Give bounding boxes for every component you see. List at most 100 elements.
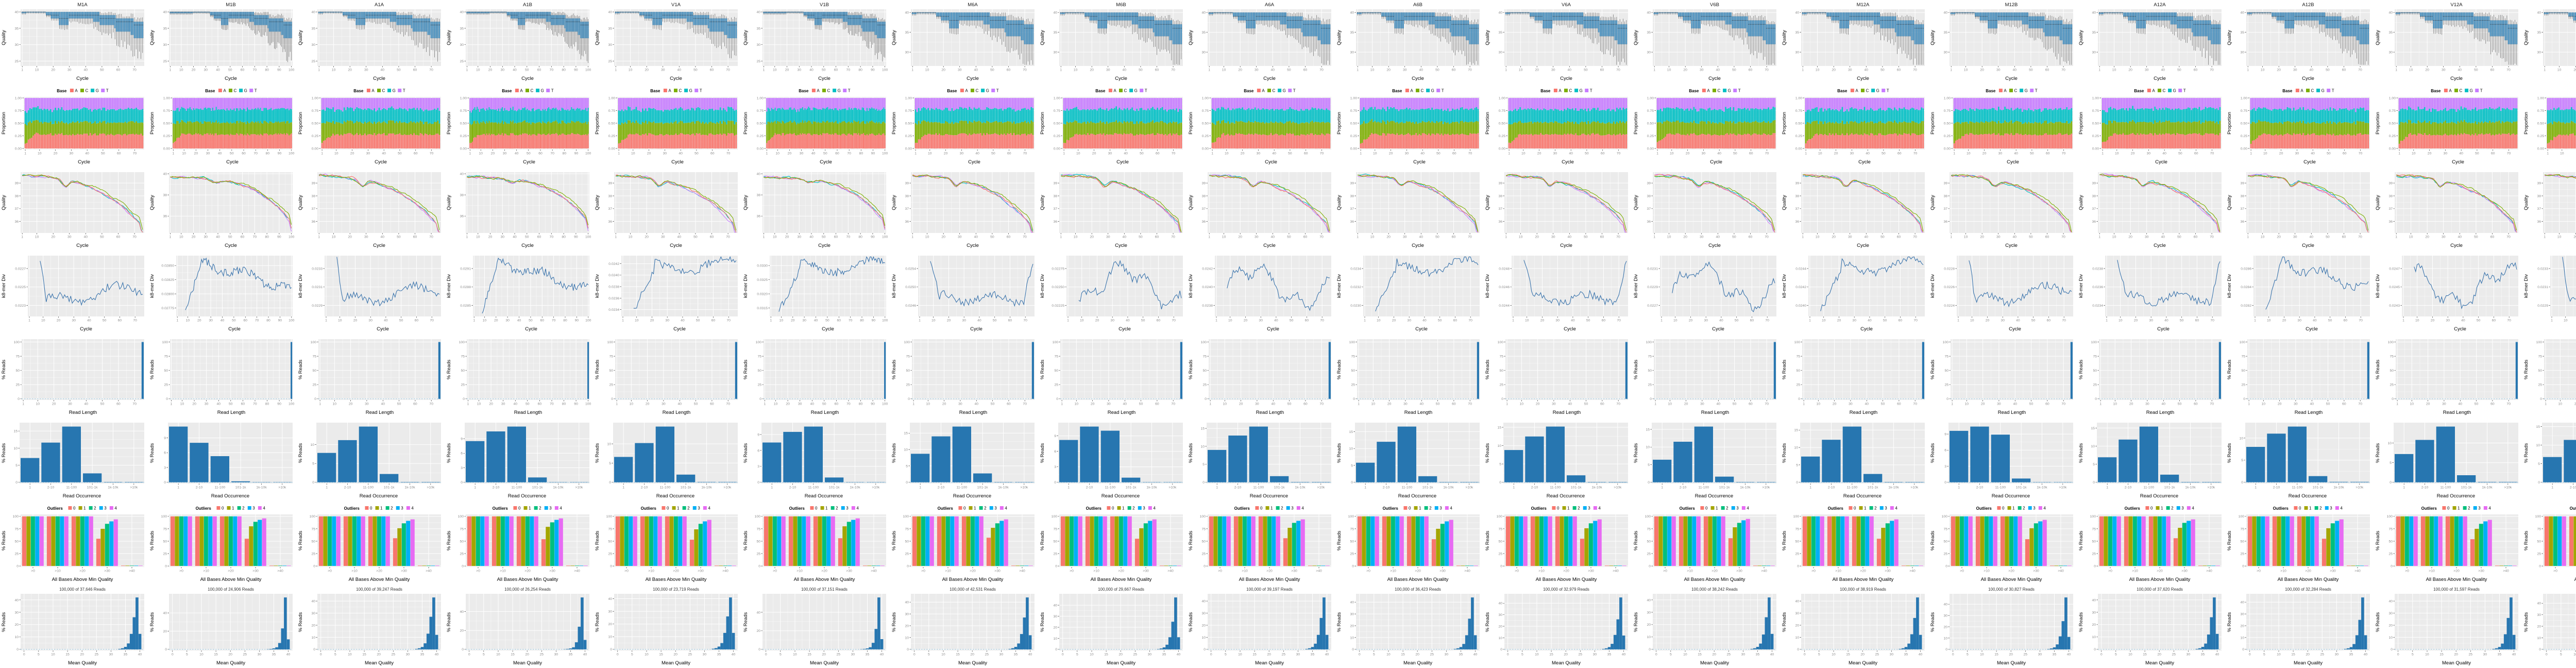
y-axis-label: % Reads: [1336, 612, 1342, 632]
svg-text:50: 50: [609, 369, 613, 373]
svg-text:10: 10: [2240, 636, 2244, 640]
svg-text:35: 35: [1201, 31, 1206, 35]
svg-text:0.0227: 0.0227: [1647, 304, 1658, 308]
outlier-bar->0-1: [1362, 516, 1366, 566]
svg-text:0: 0: [164, 481, 166, 485]
outlier-bar->30-2: [401, 523, 406, 566]
outlier-bar->0-2: [476, 516, 480, 566]
outlier-bar->0-0: [1357, 516, 1362, 566]
svg-text:3: 3: [2181, 506, 2184, 511]
panel-quality-by-cycle-boxplot-V1B: 25 30 35 40 1 10 20 30 40 50 60 70 80 90 100 V1B Cycle Qu…: [742, 0, 890, 84]
svg-text:25: 25: [2468, 653, 2472, 657]
svg-text:0: 0: [2539, 648, 2541, 652]
panel-base-proportion-by-cycle-M6B: 0.00 0.25 0.50 0.75 1.00 1 10 20 30 40 50 60 70 Base A…: [1039, 84, 1187, 167]
svg-text:60: 60: [1157, 319, 1161, 323]
svg-text:0.75: 0.75: [2389, 109, 2396, 113]
legend-swatch-T: [1140, 89, 1144, 92]
svg-text:10: 10: [2564, 319, 2568, 323]
svg-text:0.00: 0.00: [1202, 147, 1209, 151]
svg-text:4: 4: [114, 506, 117, 511]
x-axis-label: Read Length: [2295, 410, 2323, 415]
svg-text:30: 30: [1350, 51, 1354, 54]
panel-title: M12A: [1857, 2, 1870, 8]
svg-text:C: C: [976, 89, 979, 93]
svg-text:60: 60: [1897, 403, 1901, 406]
legend: Base A C G T: [650, 89, 702, 94]
base-band-G: [321, 106, 440, 124]
svg-text:3: 3: [401, 506, 403, 511]
quality-line-A: [2248, 175, 2369, 233]
outlier-bar->40-2: [278, 565, 282, 566]
svg-text:10: 10: [2410, 403, 2414, 406]
svg-text:101-1k: 101-1k: [1571, 486, 1582, 490]
y-axis-label: k8-mer Div: [298, 274, 303, 298]
svg-text:1: 1: [1505, 69, 1507, 72]
outlier-bar->0-1: [2400, 516, 2405, 566]
y-axis-label: Quality: [891, 195, 897, 210]
svg-text:A: A: [371, 89, 375, 93]
panel-k8mer-divergence-by-cycle-A6B: 0.0230 0.0232 0.0234 1 10 20 30 40 50 60 70 Cycle k8…: [1335, 250, 1484, 334]
legend-swatch-1: [1562, 506, 1566, 510]
outlier-bar->40-0: [2495, 565, 2499, 566]
svg-text:60: 60: [2342, 236, 2346, 239]
outlier-bar->40-0: [1011, 565, 1015, 566]
svg-text:30: 30: [503, 152, 507, 156]
y-axis-label: Quality: [1188, 195, 1194, 210]
y-axis-label: Quality: [2227, 195, 2232, 210]
base-band-G: [2250, 107, 2369, 125]
svg-text:0.0248: 0.0248: [1499, 267, 1510, 271]
panel-k8mer-divergence-by-cycle-M12B: 0.0224 0.0226 0.0228 1 10 20 30 40 50 60 70 Cycle k8…: [1929, 250, 2077, 334]
kmer-divergence-line: [1672, 261, 1775, 312]
outlier-bar->30-4: [410, 519, 415, 566]
x-axis-label: Cycle: [2450, 243, 2463, 248]
svg-text:20: 20: [608, 623, 612, 626]
svg-text:30: 30: [406, 653, 410, 657]
panel-read-occurrence-distribution-A6B: 0 5 10 15 1 2-10 11-100 101-1k 1k-10k >10k Read Oc…: [1335, 417, 1484, 501]
outlier-bar->10-0: [937, 516, 941, 566]
svg-text:100: 100: [585, 236, 591, 239]
svg-text:30: 30: [608, 610, 612, 613]
occurrence-bar-2-10: [1525, 436, 1544, 482]
svg-text:10: 10: [14, 636, 19, 639]
svg-text:20: 20: [1118, 653, 1123, 657]
y-axis-label: Proportion: [298, 112, 303, 135]
x-axis-label: All Bases Above Min Quality: [2426, 577, 2487, 582]
mean-quality-bar: [2215, 633, 2219, 649]
panel-mean-base-quality-by-cycle-M6A: 36 37 38 39 1 10 20 30 40 50 60 70 Cycle Quality: [890, 167, 1039, 250]
y-axis-label: Quality: [1782, 30, 1787, 45]
svg-text:10: 10: [311, 636, 315, 640]
x-axis-label: Cycle: [1263, 76, 1276, 81]
x-axis-label: Cycle: [2007, 159, 2019, 165]
svg-text:36: 36: [608, 220, 612, 224]
svg-text:25: 25: [2093, 383, 2097, 387]
svg-text:50: 50: [1732, 236, 1736, 239]
svg-text:101-1k: 101-1k: [384, 486, 395, 490]
svg-text:60: 60: [2344, 319, 2348, 323]
svg-text:0.00: 0.00: [608, 147, 615, 151]
svg-text:40: 40: [1028, 653, 1032, 657]
quality-line-C: [1358, 174, 1479, 232]
base-band-C: [1508, 121, 1628, 143]
outlier-bar->0-4: [2562, 516, 2566, 566]
svg-text:0.25: 0.25: [1202, 135, 1209, 138]
outlier-bar->10-1: [199, 516, 204, 566]
svg-text:30: 30: [1498, 613, 1502, 617]
svg-text:50: 50: [825, 319, 829, 323]
svg-text:25: 25: [1875, 653, 1879, 657]
outlier-bar->20-1: [2301, 516, 2306, 566]
legend-swatch-2: [979, 506, 983, 510]
svg-text:5: 5: [312, 462, 314, 466]
svg-text:>10: >10: [648, 570, 654, 573]
legend-swatch-4: [2335, 506, 2339, 510]
svg-text:2-10: 2-10: [1531, 486, 1538, 490]
outlier-bar->10-2: [1242, 516, 1247, 566]
legend-swatch-3: [247, 506, 251, 510]
panel-base-proportion-by-cycle-M1A: 0.00 0.25 0.50 0.75 1.00 1 10 20 30 40 50 60 70 Base A…: [0, 84, 148, 167]
x-axis-label: Cycle: [1263, 243, 1276, 248]
svg-text:1: 1: [2250, 152, 2252, 156]
occurrence-bar-11-100: [655, 426, 674, 482]
